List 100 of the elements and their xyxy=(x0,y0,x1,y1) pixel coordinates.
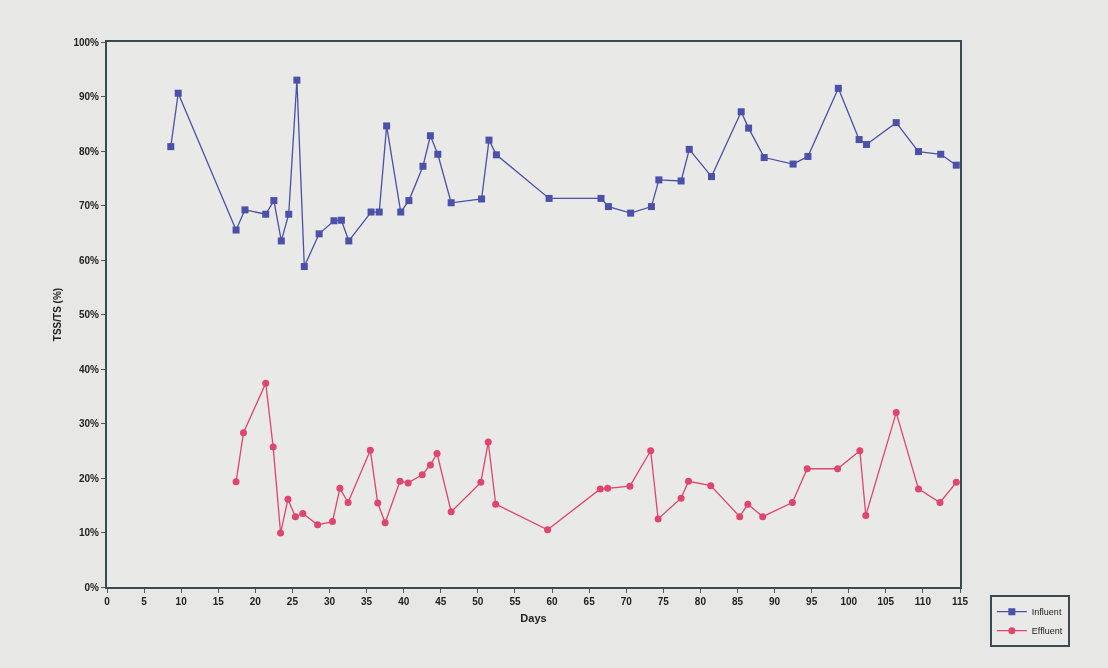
point xyxy=(936,499,944,507)
point xyxy=(744,500,752,508)
point xyxy=(596,485,604,493)
point xyxy=(447,508,455,516)
point xyxy=(685,145,693,153)
point xyxy=(492,500,500,508)
x-tick-label: 5 xyxy=(141,596,148,607)
point xyxy=(834,84,842,92)
point xyxy=(300,263,308,271)
point xyxy=(855,136,863,144)
x-tick-label: 95 xyxy=(806,596,818,607)
x-tick-label: 100 xyxy=(840,596,858,607)
point xyxy=(862,512,870,520)
point xyxy=(434,150,442,158)
point xyxy=(604,203,612,211)
point xyxy=(330,217,338,225)
point xyxy=(708,173,716,181)
x-tick-label: 65 xyxy=(583,596,596,607)
point xyxy=(284,495,292,503)
x-tick-label: 80 xyxy=(694,596,707,607)
point xyxy=(834,465,842,473)
point xyxy=(241,206,249,214)
x-axis-title: Days xyxy=(520,611,547,624)
point xyxy=(426,461,434,469)
x-tick-label: 0 xyxy=(104,596,111,607)
point xyxy=(545,194,553,202)
legend-label: Influent xyxy=(1031,607,1062,618)
point xyxy=(174,89,182,97)
y-tick-label: 90% xyxy=(78,91,100,102)
y-tick-label: 20% xyxy=(78,472,100,484)
point xyxy=(396,477,404,485)
point xyxy=(239,429,247,437)
point xyxy=(952,478,960,486)
point xyxy=(270,197,278,205)
point xyxy=(856,447,864,455)
point xyxy=(914,485,922,493)
y-tick-label: 70% xyxy=(78,200,100,211)
point xyxy=(759,513,767,521)
point xyxy=(404,479,412,487)
point xyxy=(789,160,797,168)
point xyxy=(375,208,383,216)
y-axis-title: TSS/TS (%) xyxy=(51,287,63,342)
x-tick-label: 60 xyxy=(546,596,559,607)
x-tick-label: 20 xyxy=(249,596,262,607)
point xyxy=(952,161,960,169)
point xyxy=(484,438,492,446)
x-tick-label: 45 xyxy=(435,596,447,607)
point xyxy=(647,447,655,455)
point xyxy=(337,216,345,224)
point xyxy=(232,478,240,486)
point xyxy=(863,140,871,148)
point xyxy=(677,494,685,502)
point xyxy=(374,499,382,507)
point xyxy=(367,208,375,216)
point xyxy=(344,499,352,507)
point xyxy=(277,237,285,245)
x-tick-label: 75 xyxy=(657,596,670,607)
point xyxy=(447,199,455,207)
point xyxy=(383,122,391,130)
point xyxy=(544,526,552,534)
y-tick-label: 50% xyxy=(78,309,100,320)
point xyxy=(262,379,270,387)
point xyxy=(597,194,605,202)
point xyxy=(760,154,768,162)
point xyxy=(277,529,285,537)
x-tick-label: 10 xyxy=(175,596,188,607)
x-tick-label: 30 xyxy=(323,596,336,607)
point xyxy=(291,513,299,521)
point xyxy=(654,515,662,523)
y-tick-label: 60% xyxy=(78,254,100,266)
point xyxy=(478,195,486,203)
point xyxy=(285,210,293,218)
point xyxy=(677,177,685,185)
point xyxy=(314,521,322,529)
point xyxy=(937,150,945,158)
x-tick-label: 55 xyxy=(509,596,521,607)
point xyxy=(269,443,277,451)
point xyxy=(804,152,812,160)
point xyxy=(328,518,336,526)
x-tick-label: 25 xyxy=(286,596,299,607)
x-tick-label: 15 xyxy=(212,596,225,607)
point xyxy=(262,210,270,218)
point xyxy=(345,237,353,245)
point xyxy=(737,108,745,116)
point xyxy=(736,513,744,521)
point xyxy=(892,409,900,417)
point xyxy=(485,136,493,144)
point xyxy=(626,482,634,490)
y-tick-label: 100% xyxy=(73,36,100,48)
x-tick-label: 115 xyxy=(951,596,969,607)
point xyxy=(685,477,693,485)
point xyxy=(604,484,612,492)
point xyxy=(232,226,240,234)
point xyxy=(336,484,344,492)
x-tick-label: 110 xyxy=(914,596,932,607)
point xyxy=(405,197,413,205)
point xyxy=(397,208,405,216)
point xyxy=(492,151,500,159)
x-tick-label: 70 xyxy=(620,596,633,607)
point xyxy=(426,132,434,140)
